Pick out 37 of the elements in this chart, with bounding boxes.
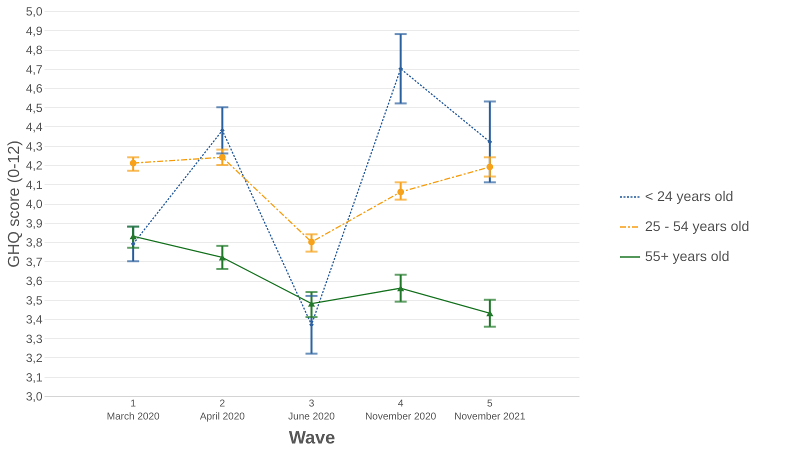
y-tick-label: 3,8 — [26, 236, 43, 250]
y-tick-label: 3,9 — [26, 216, 43, 230]
x-tick-label: 2 April 2020 — [200, 398, 246, 422]
y-tick-label: 3,4 — [26, 312, 43, 326]
y-tick-label: 4,0 — [26, 197, 43, 211]
y-tick-label: 3,3 — [26, 332, 43, 346]
y-tick-label: 4,6 — [26, 82, 43, 96]
point — [218, 154, 226, 161]
y-tick-label: 4,2 — [26, 158, 43, 172]
y-tick-label: 4,5 — [26, 100, 43, 115]
y-tick-label: 4,3 — [26, 139, 43, 154]
y-tick-label: 3,1 — [26, 370, 43, 384]
x-tick-label: 1 March 2020 — [106, 398, 160, 422]
y-axis-title: GHQ score (0-12) — [6, 140, 23, 268]
y-tick-label: 3,7 — [26, 254, 43, 269]
y-tick-label: 5,0 — [26, 4, 43, 18]
y-tick-label: 4,1 — [26, 178, 43, 192]
y-tick-label: 3,0 — [26, 390, 43, 404]
point — [486, 164, 494, 170]
y-tick-label: 4,7 — [26, 62, 43, 76]
y-tick-label: 4,4 — [26, 120, 43, 134]
x-tick-label: 5 November 2021 — [454, 398, 526, 422]
x-tick-label: 3 June 2020 — [288, 398, 336, 422]
y-tick-label: 3,2 — [26, 351, 43, 365]
y-tick-label: 4,8 — [26, 43, 43, 57]
y-tick-label: 4,9 — [26, 24, 43, 38]
legend-label: 25 - 54 years old — [645, 218, 750, 234]
point — [308, 238, 315, 246]
y-tick-label: 3,6 — [26, 274, 43, 288]
x-tick-label: 4 November 2020 — [365, 398, 437, 422]
point — [130, 160, 137, 166]
point — [130, 242, 136, 246]
x-axis-title: Wave — [288, 428, 336, 448]
legend-label: < 24 years old — [645, 188, 734, 204]
point — [397, 188, 404, 196]
y-tick-label: 3,5 — [26, 293, 43, 308]
legend-label: 55+ years old — [645, 248, 730, 264]
